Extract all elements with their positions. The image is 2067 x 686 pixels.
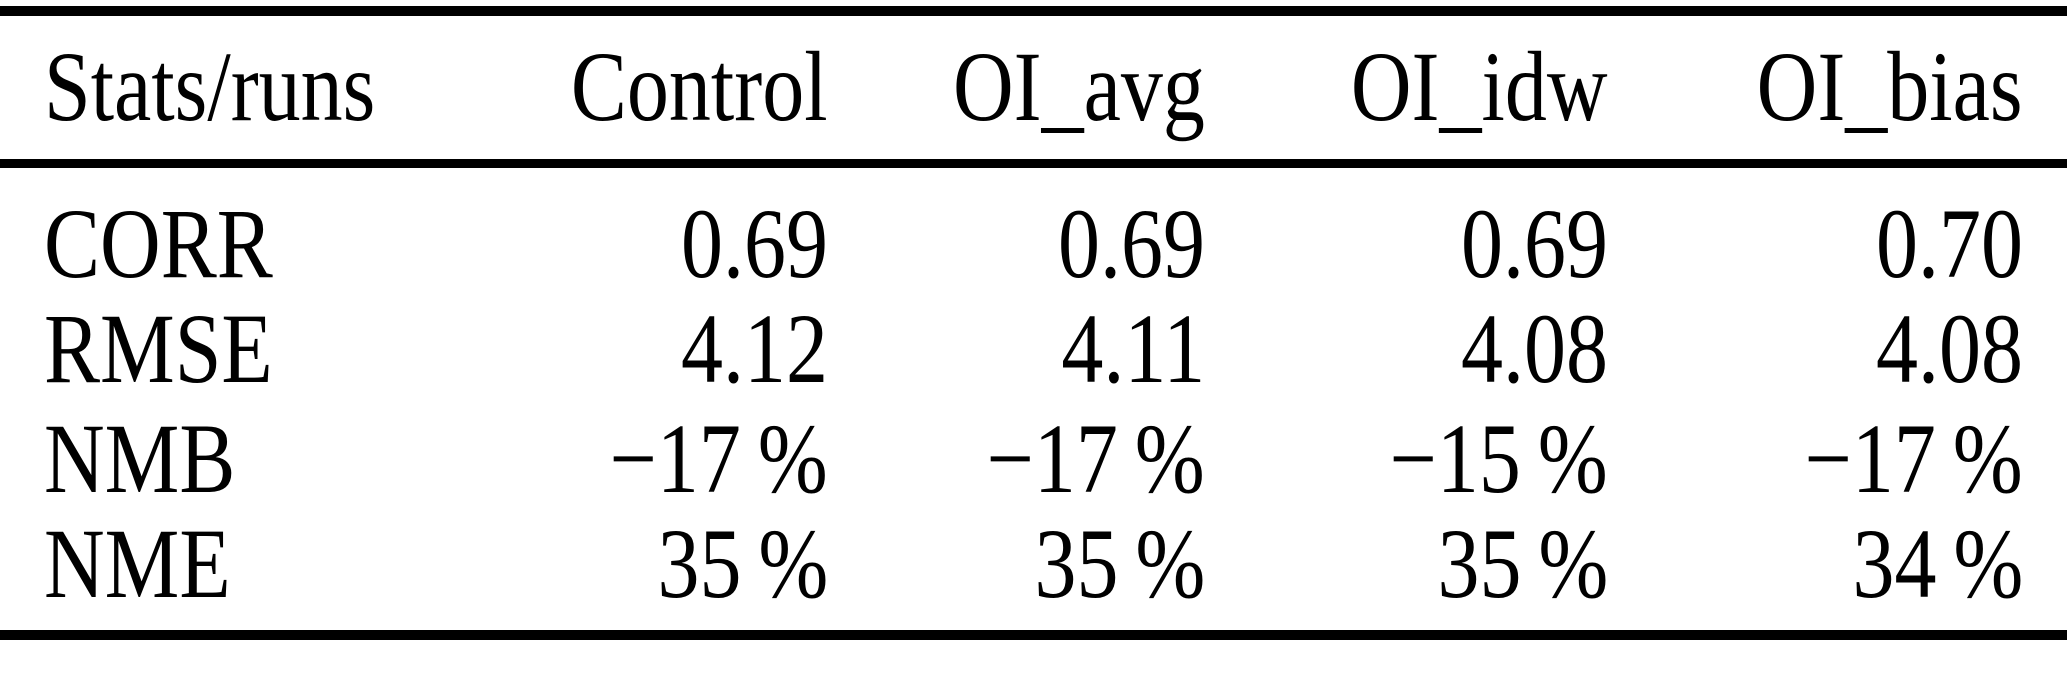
row-label: RMSE — [44, 292, 273, 404]
cell-nmb-oi-bias: −17 % — [1804, 402, 2023, 514]
cell-nme-oi-avg: 35 % — [1034, 507, 1205, 619]
cell-rmse-control: 4.12 — [681, 292, 828, 404]
column-header-control: Control — [460, 11, 828, 163]
cell-rmse-oi-bias: 4.08 — [1876, 292, 2023, 404]
row-label: NMB — [44, 402, 236, 514]
cell-rmse-oi-idw: 4.08 — [1461, 292, 1608, 404]
cell-corr-oi-avg: 0.69 — [1058, 187, 1205, 299]
row-label: NME — [44, 507, 231, 619]
column-header-label: OI_bias — [1757, 31, 2023, 143]
table-row-corr: CORR 0.69 0.69 0.69 0.70 — [0, 163, 2067, 294]
column-header-oi-idw: OI_idw — [1205, 11, 1608, 163]
column-header-label: OI_avg — [953, 31, 1205, 143]
cell-nme-oi-idw: 35 % — [1437, 507, 1608, 619]
cell-nmb-oi-avg: −17 % — [986, 402, 1205, 514]
row-label: CORR — [44, 187, 273, 299]
column-header-oi-bias: OI_bias — [1608, 11, 2067, 163]
cell-rmse-oi-avg: 4.11 — [1061, 292, 1205, 404]
column-header-stats-runs: Stats/runs — [0, 11, 460, 163]
cell-nmb-control: −17 % — [609, 402, 828, 514]
cell-corr-oi-idw: 0.69 — [1461, 187, 1608, 299]
header-row: Stats/runs Control OI_avg OI_idw OI_bias — [0, 11, 2067, 163]
column-header-label: Control — [571, 31, 828, 143]
stats-table: Stats/runs Control OI_avg OI_idw OI_bias… — [0, 6, 2067, 640]
column-header-label: OI_idw — [1351, 31, 1608, 143]
cell-nme-oi-bias: 34 % — [1852, 507, 2023, 619]
table-row-rmse: RMSE 4.12 4.11 4.08 4.08 — [0, 294, 2067, 404]
table-row-nme: NME 35 % 35 % 35 % 34 % — [0, 507, 2067, 635]
cell-nmb-oi-idw: −15 % — [1389, 402, 1608, 514]
cell-nme-control: 35 % — [657, 507, 828, 619]
cell-corr-control: 0.69 — [681, 187, 828, 299]
table-row-nmb: NMB −17 % −17 % −15 % −17 % — [0, 404, 2067, 514]
column-header-oi-avg: OI_avg — [828, 11, 1205, 163]
column-header-label: Stats/runs — [44, 31, 376, 143]
cell-corr-oi-bias: 0.70 — [1876, 187, 2023, 299]
